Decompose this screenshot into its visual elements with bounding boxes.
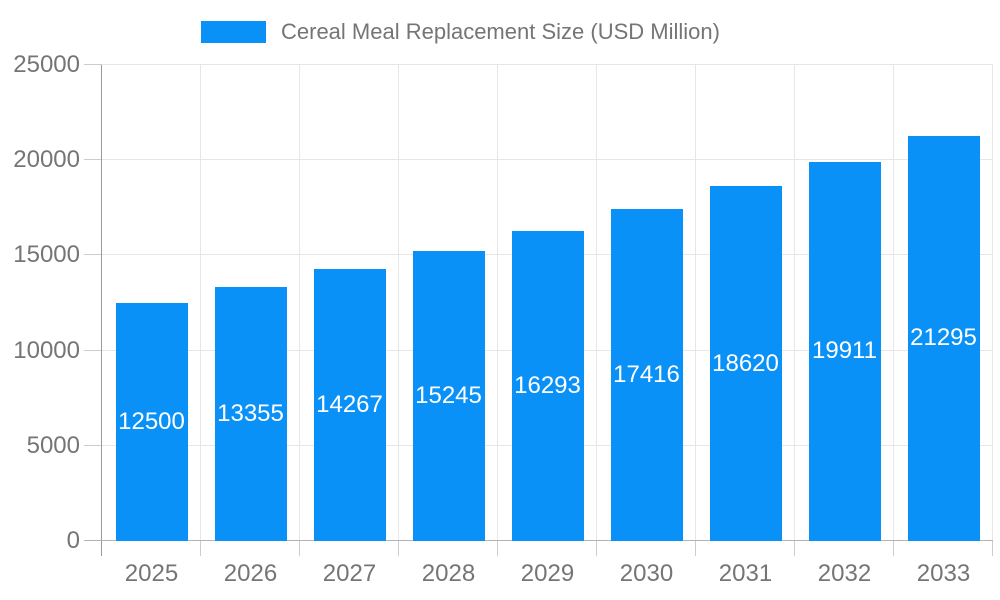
legend-swatch: [201, 21, 266, 43]
x-axis-label: 2031: [718, 560, 773, 587]
bar-2028[interactable]: [412, 250, 485, 541]
bar-value-label: 14267: [316, 391, 383, 419]
y-axis-label: 5000: [26, 431, 80, 459]
y-axis-label: 25000: [13, 51, 80, 78]
x-axis-label: 2028: [421, 560, 476, 587]
x-axis-label: 2026: [223, 560, 278, 587]
x-axis-tick: [893, 541, 894, 556]
y-axis-tick: [84, 254, 102, 256]
bar-2027[interactable]: [313, 269, 386, 541]
bar-2026[interactable]: [214, 286, 287, 541]
x-gridline: [497, 65, 498, 541]
x-axis-tick: [497, 541, 498, 556]
y-axis-tick: [84, 349, 102, 351]
bar-2030[interactable]: [610, 209, 683, 541]
legend-item[interactable]: Cereal Meal Replacement Size (USD Millio…: [201, 21, 720, 43]
bar-2031[interactable]: [709, 186, 782, 541]
x-axis-tick: [299, 541, 300, 556]
y-axis-tick: [84, 64, 102, 65]
x-gridline: [299, 65, 300, 541]
bar-2025[interactable]: [115, 303, 188, 541]
x-gridline: [992, 65, 993, 541]
bar-2029[interactable]: [511, 230, 584, 541]
y-axis-label: 20000: [13, 146, 80, 174]
bar-value-label: 18620: [712, 349, 779, 377]
y-axis-line: [101, 65, 102, 556]
y-axis-tick: [84, 444, 102, 446]
y-axis-label: 15000: [13, 241, 80, 269]
bar-2033[interactable]: [907, 135, 980, 541]
bar-value-label: 21295: [910, 324, 977, 352]
y-gridline: [102, 64, 993, 65]
x-axis-label: 2025: [124, 560, 179, 587]
y-axis-tick: [84, 159, 102, 161]
y-axis-label: 10000: [13, 336, 80, 364]
x-gridline: [794, 65, 795, 541]
x-axis-tick: [794, 541, 795, 556]
bar-value-label: 12500: [118, 408, 185, 435]
x-axis-tick: [695, 541, 696, 556]
legend-label: Cereal Meal Replacement Size (USD Millio…: [281, 19, 720, 44]
bar-value-label: 17416: [613, 361, 680, 389]
bar-2032[interactable]: [808, 161, 881, 541]
bar-value-label: 19911: [812, 337, 877, 365]
x-axis-tick: [200, 541, 201, 556]
x-gridline: [893, 65, 894, 541]
x-axis-label: 2027: [322, 560, 377, 587]
x-gridline: [695, 65, 696, 541]
x-gridline: [596, 65, 597, 541]
x-gridline: [398, 65, 399, 541]
y-axis-label: 0: [66, 527, 80, 554]
bar-value-label: 16293: [514, 371, 581, 399]
x-axis-label: 2033: [916, 560, 971, 587]
x-axis-tick: [398, 541, 399, 556]
x-axis-label: 2032: [817, 560, 872, 587]
x-axis-label: 2029: [520, 560, 575, 587]
y-gridline: [102, 159, 993, 161]
bar-value-label: 15245: [415, 381, 482, 409]
x-axis-label: 2030: [619, 560, 674, 587]
x-axis-tick: [596, 541, 597, 556]
bar-value-label: 13355: [217, 399, 284, 427]
x-gridline: [200, 65, 201, 541]
x-axis-tick: [992, 541, 993, 556]
